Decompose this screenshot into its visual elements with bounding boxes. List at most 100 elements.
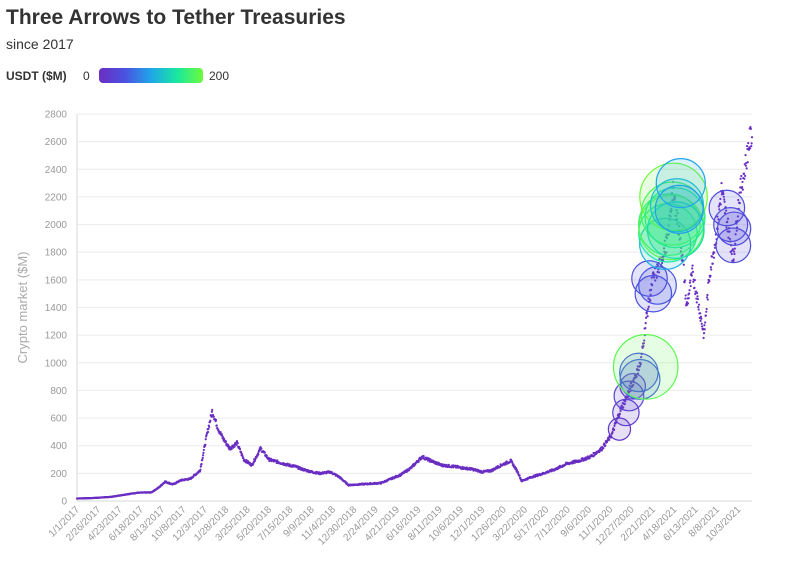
data-point bbox=[222, 437, 226, 440]
data-point bbox=[699, 312, 702, 315]
data-point bbox=[204, 443, 207, 446]
data-point bbox=[214, 418, 218, 422]
data-point bbox=[661, 261, 664, 265]
data-point bbox=[628, 384, 631, 387]
data-point bbox=[644, 327, 647, 330]
data-point bbox=[739, 191, 743, 194]
data-point bbox=[702, 332, 706, 335]
data-point bbox=[739, 177, 742, 180]
data-point bbox=[613, 424, 616, 427]
data-point bbox=[747, 142, 750, 145]
data-point bbox=[603, 442, 606, 445]
data-point bbox=[654, 279, 657, 282]
legend-title: USDT ($M) bbox=[6, 69, 67, 83]
y-tick-label: 600 bbox=[50, 414, 67, 425]
data-point bbox=[700, 317, 703, 320]
data-point bbox=[733, 252, 736, 256]
y-tick-label: 2200 bbox=[45, 192, 68, 203]
data-point bbox=[238, 445, 241, 449]
data-point bbox=[730, 252, 733, 256]
data-point bbox=[738, 202, 741, 205]
y-tick-label: 2400 bbox=[45, 165, 68, 176]
data-point bbox=[709, 274, 712, 277]
data-point bbox=[620, 404, 623, 407]
chart-subtitle: since 2017 bbox=[6, 36, 74, 52]
data-point bbox=[676, 212, 679, 215]
data-point bbox=[733, 247, 736, 250]
data-point bbox=[645, 312, 648, 315]
data-point bbox=[215, 424, 218, 427]
data-point bbox=[679, 237, 682, 240]
data-point bbox=[717, 218, 720, 221]
data-point bbox=[662, 247, 666, 250]
data-point bbox=[517, 471, 520, 474]
data-point bbox=[211, 408, 214, 411]
data-point bbox=[749, 125, 752, 129]
data-point bbox=[677, 233, 680, 236]
data-point bbox=[693, 279, 696, 282]
data-point bbox=[728, 237, 732, 241]
data-point bbox=[728, 230, 731, 233]
data-point bbox=[673, 198, 676, 201]
data-point bbox=[735, 229, 738, 232]
data-point bbox=[706, 293, 709, 297]
data-point bbox=[695, 301, 698, 304]
data-point bbox=[619, 409, 622, 412]
data-point bbox=[716, 215, 719, 218]
data-point bbox=[635, 375, 638, 378]
data-point bbox=[639, 363, 642, 366]
data-point bbox=[676, 222, 679, 226]
data-point bbox=[422, 455, 425, 458]
data-point bbox=[705, 296, 709, 299]
data-point bbox=[201, 454, 205, 457]
data-point bbox=[690, 272, 693, 275]
data-point bbox=[688, 292, 691, 295]
data-point bbox=[734, 242, 737, 245]
data-point bbox=[722, 192, 725, 196]
legend-max-label: 200 bbox=[209, 69, 230, 83]
data-point bbox=[736, 215, 740, 218]
data-point bbox=[697, 305, 700, 309]
data-point bbox=[588, 457, 591, 460]
data-point bbox=[623, 403, 626, 406]
data-point bbox=[713, 251, 716, 254]
usdt-bubble bbox=[638, 266, 677, 305]
data-point bbox=[723, 200, 726, 203]
data-point bbox=[675, 218, 679, 221]
data-point bbox=[417, 460, 420, 463]
data-point bbox=[199, 468, 202, 471]
data-point bbox=[737, 198, 740, 202]
data-point bbox=[673, 196, 677, 199]
data-point bbox=[627, 391, 631, 394]
data-point bbox=[750, 136, 754, 139]
data-point bbox=[663, 250, 666, 253]
data-point bbox=[725, 226, 728, 229]
data-point bbox=[410, 466, 413, 469]
data-point bbox=[696, 291, 699, 295]
data-point bbox=[257, 453, 260, 456]
y-tick-label: 800 bbox=[50, 386, 67, 397]
data-point bbox=[235, 443, 238, 447]
y-tick-label: 2800 bbox=[45, 110, 68, 121]
data-point bbox=[712, 256, 716, 259]
data-point bbox=[694, 292, 697, 296]
data-point bbox=[236, 442, 239, 445]
data-point bbox=[647, 305, 650, 308]
usdt-bubble bbox=[713, 207, 749, 243]
data-point bbox=[726, 220, 729, 223]
data-point bbox=[643, 339, 646, 342]
data-point bbox=[678, 225, 681, 228]
data-point bbox=[689, 279, 692, 282]
data-point bbox=[646, 315, 649, 318]
data-point bbox=[746, 161, 749, 164]
data-point bbox=[254, 458, 257, 461]
data-point bbox=[199, 465, 202, 468]
data-point bbox=[749, 147, 752, 150]
y-tick-label: 2000 bbox=[45, 220, 68, 231]
data-point bbox=[209, 419, 212, 422]
data-point bbox=[699, 319, 702, 322]
y-tick-label: 1400 bbox=[45, 303, 68, 314]
data-point bbox=[705, 307, 708, 311]
data-point bbox=[221, 435, 224, 439]
